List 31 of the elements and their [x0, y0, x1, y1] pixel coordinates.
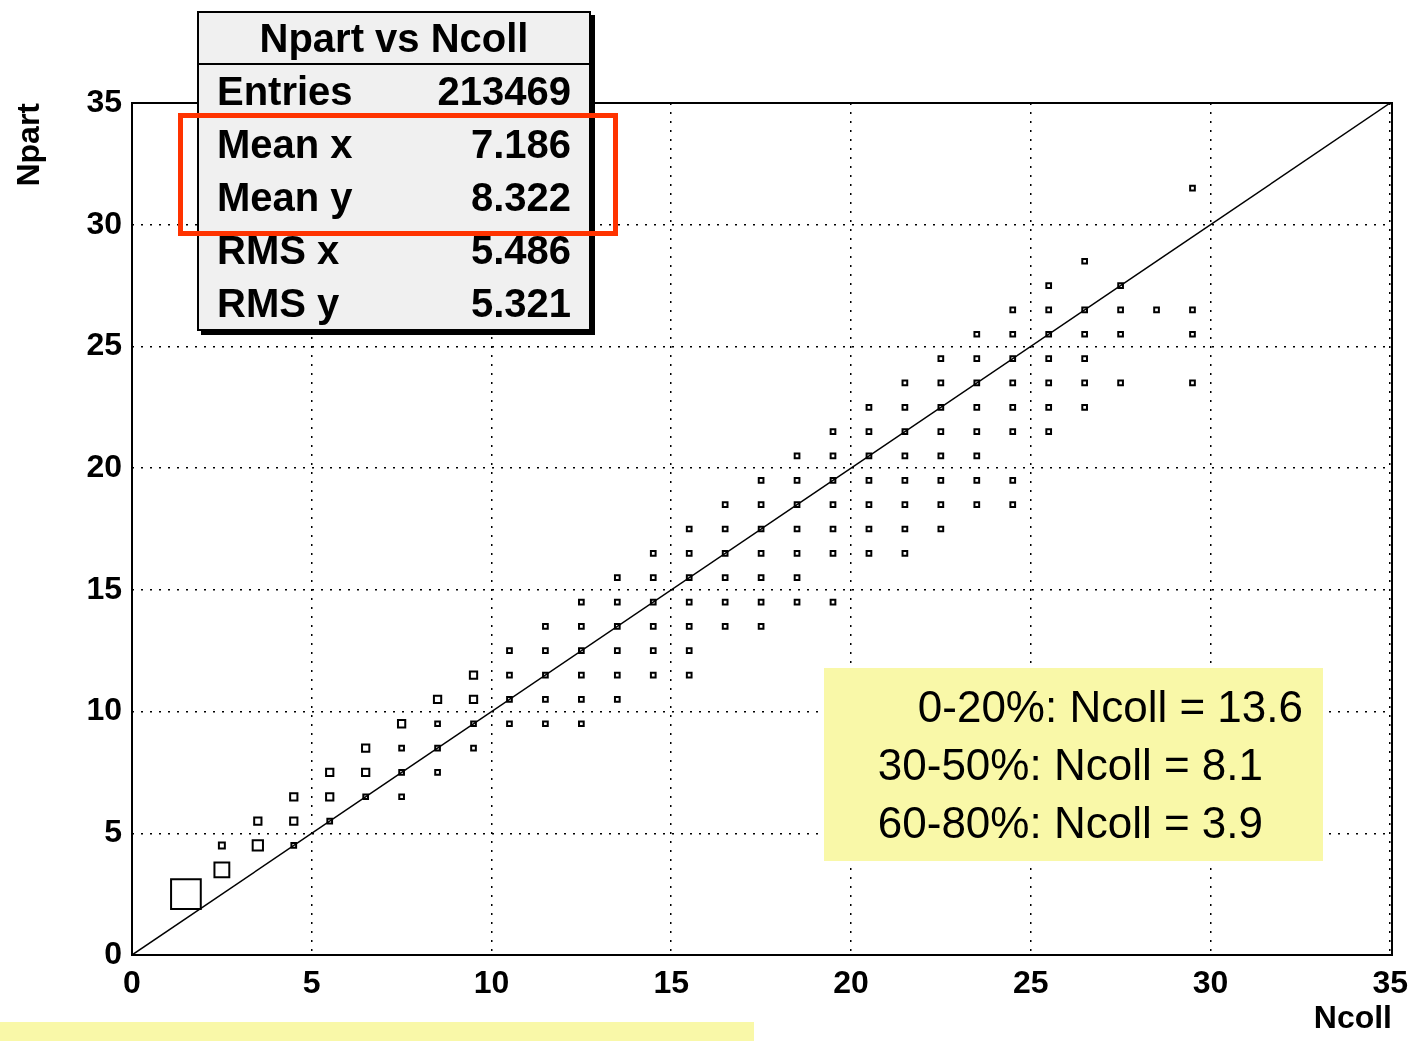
- annotation: 60-80%: Ncoll = 3.9: [876, 797, 1264, 849]
- x-axis-title: Ncoll: [1313, 998, 1392, 1035]
- annotation: Entries: [217, 68, 353, 115]
- chart-title: Npart vs Ncoll: [199, 13, 589, 65]
- x-tick-label: 10: [473, 964, 510, 1001]
- annotation: 5.486: [470, 227, 571, 274]
- y-tick-label: 5: [104, 813, 122, 850]
- x-tick-label: 30: [1192, 964, 1229, 1001]
- annotation: 30-50%: Ncoll = 8.1: [876, 739, 1264, 791]
- annotation: 213469: [437, 68, 571, 115]
- x-tick-label: 25: [1012, 964, 1049, 1001]
- y-tick-label: 25: [86, 326, 122, 363]
- x-tick-label: 20: [833, 964, 869, 1001]
- y-tick-label: 10: [86, 691, 122, 728]
- annotation: Mean x: [217, 121, 353, 168]
- annotation: 5.321: [470, 280, 571, 327]
- annotation: 8.322: [470, 174, 571, 221]
- y-tick-label: 20: [86, 447, 122, 484]
- annotation: 0-20%: Ncoll = 13.6: [916, 681, 1303, 733]
- x-tick-label: 5: [302, 964, 321, 1001]
- x-tick-label: 15: [653, 964, 690, 1001]
- annotation: RMS x: [217, 227, 340, 274]
- y-tick-label: 0: [104, 934, 122, 971]
- annotation: RMS y: [217, 280, 340, 327]
- x-tick-label: 35: [1372, 964, 1408, 1001]
- y-tick-label: 30: [86, 204, 122, 241]
- annotation: Mean y: [217, 174, 353, 221]
- y-tick-label: 15: [86, 569, 122, 606]
- y-tick-label: 35: [86, 82, 122, 119]
- annotation: 7.186: [470, 121, 571, 168]
- y-axis-title: Npart: [9, 102, 46, 187]
